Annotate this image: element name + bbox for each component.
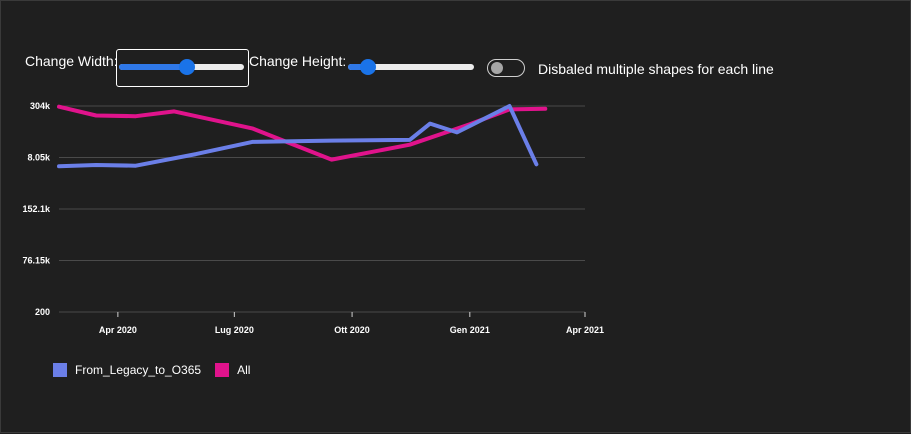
width-slider-label: Change Width:	[25, 53, 118, 69]
y-tick-label: 8.05k	[27, 153, 51, 163]
legend-item-all[interactable]: All	[215, 363, 250, 377]
legend: From_Legacy_to_O365 All	[53, 363, 264, 377]
x-axis: Apr 2020 Lug 2020 Ott 2020 Gen 2021 Apr 2021	[99, 312, 604, 335]
y-axis: 200 76.15k 152.1k 8.05k 304k	[22, 101, 51, 317]
series-lines	[57, 104, 548, 169]
height-slider-label: Change Height:	[249, 53, 347, 69]
x-tick-label: Apr 2021	[566, 325, 604, 335]
x-tick-label: Gen 2021	[450, 325, 490, 335]
y-tick-label: 200	[35, 307, 50, 317]
y-tick-label: 152.1k	[22, 204, 51, 214]
legend-swatch	[53, 363, 67, 377]
x-tick-label: Apr 2020	[99, 325, 137, 335]
legend-label: From_Legacy_to_O365	[75, 363, 202, 377]
width-slider-thumb[interactable]	[178, 59, 195, 75]
width-slider-fill	[119, 64, 187, 70]
height-slider-thumb[interactable]	[360, 59, 377, 75]
y-tick-label: 304k	[30, 101, 51, 111]
multiple-shapes-toggle[interactable]	[487, 59, 525, 77]
height-slider[interactable]	[348, 59, 474, 75]
y-gridlines	[59, 105, 585, 313]
legend-swatch	[215, 363, 230, 377]
x-tick-label: Lug 2020	[215, 325, 254, 335]
multiple-shapes-toggle-label: Disbaled multiple shapes for each line	[538, 61, 774, 77]
width-slider[interactable]	[119, 59, 244, 75]
legend-item-from-legacy[interactable]: From_Legacy_to_O365	[53, 363, 201, 377]
series-line-all	[57, 104, 548, 162]
toggle-knob	[491, 62, 503, 74]
controls-bar: Change Width: Change Height: Disbaled mu…	[1, 1, 911, 91]
legend-label: All	[237, 363, 251, 377]
height-slider-fill	[348, 64, 369, 70]
width-slider-focus-ring	[116, 49, 249, 87]
x-tick-label: Ott 2020	[334, 325, 370, 335]
y-tick-label: 76.15k	[22, 256, 51, 266]
series-line-from-legacy-to-o365	[57, 104, 539, 169]
